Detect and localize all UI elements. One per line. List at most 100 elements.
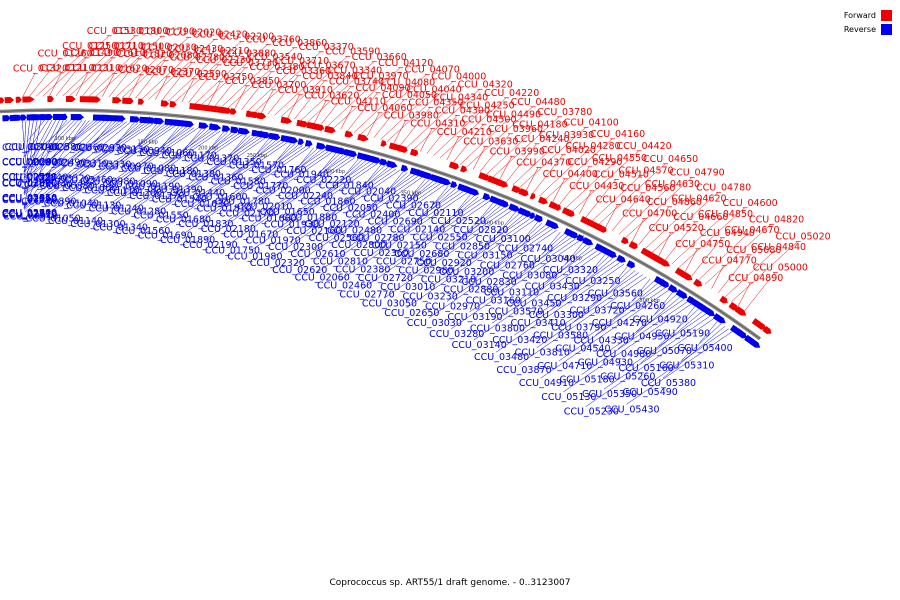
gene-label: CCU_03080 [502, 271, 557, 282]
gene-label: CCU_02960 [2, 194, 57, 205]
leader-line [554, 272, 640, 331]
forward-gene-feature [326, 126, 336, 134]
forward-gene-feature [91, 96, 101, 103]
leader-line [88, 127, 195, 201]
gene-label: CCU_02550 [412, 233, 467, 244]
reverse-gene-feature [400, 164, 409, 172]
leader-line [23, 120, 101, 179]
leader-line [300, 75, 350, 121]
leader-line [540, 289, 669, 379]
leader-line [95, 36, 162, 97]
leader-line [585, 179, 616, 218]
leader-line [181, 79, 195, 103]
gene-label: CCU_02800 [331, 240, 386, 251]
leader-line [532, 259, 617, 319]
gene-label: CCU_02030 [142, 42, 197, 53]
leader-line [599, 299, 684, 358]
reverse-gene-feature [288, 136, 299, 144]
leader-line [102, 124, 165, 177]
gene-label: CCU_02360 [354, 248, 409, 259]
leader-line [281, 154, 344, 207]
forward-gene-feature [757, 321, 766, 330]
gene-label: CCU_02780 [349, 233, 404, 244]
leader-line [244, 156, 352, 230]
reverse-gene-feature [185, 120, 194, 128]
leader-line [92, 130, 221, 220]
gene-label: CCU_03560 [588, 288, 643, 299]
forward-gene-feature [719, 295, 728, 304]
gene-label: CCU_02840 [13, 173, 68, 184]
leader-line [347, 92, 378, 132]
leader-line [731, 241, 798, 302]
forward-gene-feature [762, 325, 772, 334]
leader-line [234, 85, 247, 109]
leader-line [622, 313, 707, 372]
leader-line [161, 62, 193, 101]
gene-label: CCU_05310 [659, 361, 714, 372]
gene-label: CCU_02640 [2, 157, 57, 168]
gene-label: CCU_03210 [421, 275, 476, 286]
leader-line [26, 119, 45, 143]
gene-label: CCU_04850 [698, 209, 753, 220]
gene-label: CCU_05160 [618, 363, 673, 374]
gene-label: CCU_02410 [2, 193, 57, 204]
gene-label: CCU_01580 [211, 176, 266, 187]
leader-line [24, 123, 154, 212]
leader-line [446, 228, 554, 302]
gene-label: CCU_02920 [417, 258, 472, 269]
leader-line [375, 189, 460, 249]
gene-label: CCU_02110 [408, 208, 463, 219]
gene-label: CCU_01860 [300, 197, 355, 208]
leader-line [187, 131, 228, 170]
forward-gene-feature [682, 272, 693, 281]
gene-label: CCU_02830 [462, 277, 517, 288]
forward-gene-feature [401, 146, 408, 153]
leader-line [30, 119, 71, 158]
gene-label: CCU_01340 [93, 222, 148, 233]
leader-line [383, 210, 513, 299]
leader-line [658, 233, 671, 257]
gene-label: CCU_02710 [2, 209, 57, 220]
gene-label: CCU_03130 [94, 144, 149, 155]
gene-label: CCU_01620 [92, 64, 147, 75]
leader-line [146, 129, 210, 182]
gene-label: CCU_04160 [590, 129, 645, 140]
leader-line [232, 139, 273, 177]
reverse-gene-feature [570, 231, 579, 239]
leader-line [236, 144, 299, 197]
leader-line [654, 292, 673, 315]
gene-label: CCU_04080 [380, 78, 435, 89]
forward-gene-feature [316, 124, 325, 131]
leader-line [204, 151, 333, 241]
gene-label: CCU_04570 [618, 166, 673, 177]
gene-label: CCU_04490 [486, 110, 541, 121]
gene-label: CCU_04000 [431, 71, 486, 82]
gene-label: CCU_02570 [2, 172, 57, 183]
reverse-gene-feature [45, 114, 54, 121]
leader-line [545, 138, 613, 200]
gene-label: CCU_03460 [58, 175, 113, 186]
reverse-gene-feature [62, 114, 68, 121]
gene-label: CCU_02520 [431, 216, 486, 227]
gene-label: CCU_05350 [582, 389, 637, 400]
reverse-gene-feature [616, 254, 626, 263]
gene-label: CCU_02820 [453, 225, 508, 236]
leader-line [289, 168, 397, 243]
gene-label: CCU_03720 [569, 305, 624, 316]
leader-line [644, 328, 729, 388]
gene-label: CCU_04180 [512, 119, 567, 130]
leader-line [681, 323, 722, 361]
leader-line [294, 80, 325, 120]
gene-label: CCU_02930 [72, 143, 127, 154]
gene-label: CCU_02120 [305, 219, 360, 230]
leader-line [299, 153, 341, 192]
leader-line [340, 106, 353, 130]
leader-line [254, 143, 296, 181]
gene-label: CCU_00970 [99, 161, 154, 172]
leader-line [367, 112, 380, 137]
gene-label: CCU_02430 [168, 44, 223, 55]
leader-line [322, 159, 363, 197]
gene-label: CCU_02900 [9, 157, 64, 168]
gene-label: CCU_01200 [107, 188, 162, 199]
reverse-gene-feature [208, 123, 222, 131]
